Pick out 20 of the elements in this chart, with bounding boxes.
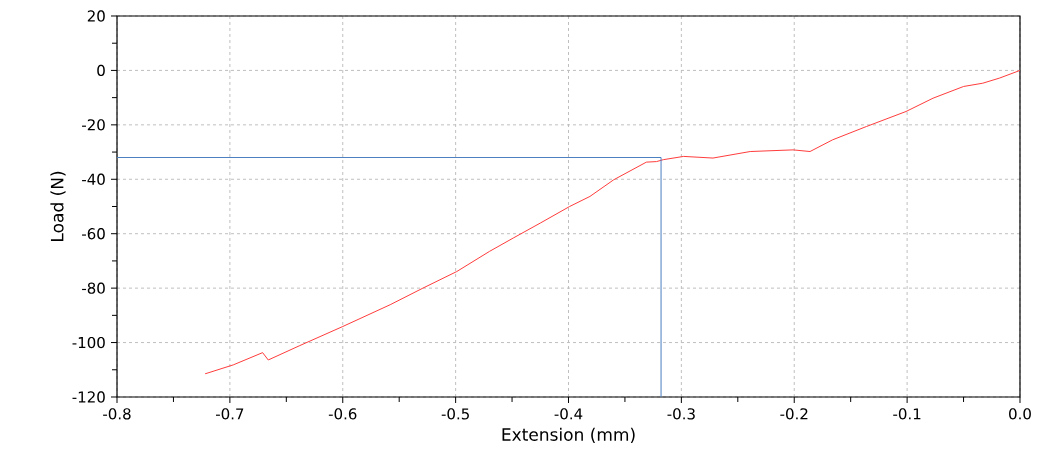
x-tick-label: -0.5 [441,408,469,420]
y-tick-label: -40 [82,173,105,185]
y-tick-label: -20 [82,119,105,131]
y-tick-label: -60 [82,228,105,240]
x-tick-label: -0.8 [103,408,131,420]
x-tick-label: -0.4 [554,408,583,420]
y-axis-title: Load (N) [50,171,66,241]
x-tick-label: -0.6 [328,408,357,420]
x-axis-title: Extension (mm) [502,427,635,443]
x-tick-label: -0.7 [215,408,244,420]
y-tick-label: -80 [82,282,105,294]
line-series [204,69,1020,375]
y-tick-label: -120 [72,391,105,403]
y-tick-label: 0 [97,64,105,77]
x-tick-label: -0.1 [893,408,921,420]
x-tick-label: 0.0 [1009,408,1031,420]
y-tick-label: -100 [72,336,105,349]
x-tick-label: -0.3 [667,408,695,420]
y-tick-label: 20 [87,10,105,22]
x-tick-label: -0.2 [780,408,808,420]
